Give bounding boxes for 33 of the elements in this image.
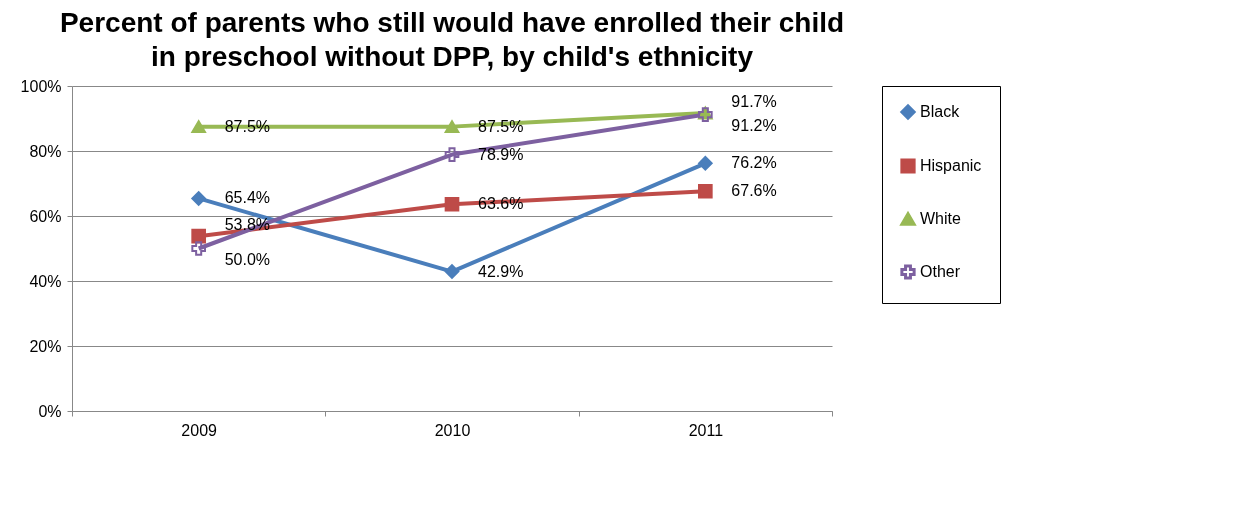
legend-label: Black bbox=[920, 103, 961, 120]
point bbox=[191, 191, 206, 206]
y-tick-label: 80% bbox=[29, 142, 62, 160]
legend-label: Other bbox=[920, 263, 961, 280]
y-tick-label: 40% bbox=[29, 272, 62, 290]
data-label: 42.9% bbox=[478, 262, 524, 280]
point bbox=[444, 120, 460, 134]
point bbox=[444, 264, 460, 279]
data-label: 87.5% bbox=[224, 117, 271, 135]
data-label: 78.9% bbox=[478, 145, 524, 163]
x-tick-label: 2009 bbox=[181, 421, 218, 439]
point bbox=[698, 156, 713, 171]
point bbox=[698, 183, 713, 199]
point bbox=[191, 241, 206, 256]
data-label: 76.2% bbox=[731, 154, 777, 172]
chart-title: Percent of parents who still would have enrolled their child in preschool without DPP, by child's ethnicity bbox=[59, 7, 845, 72]
data-label: 65.4% bbox=[224, 189, 271, 207]
data-label: 50.0% bbox=[224, 250, 271, 268]
point bbox=[191, 120, 206, 134]
point bbox=[444, 147, 460, 162]
y-tick-label: 0% bbox=[38, 402, 62, 420]
legend-label: Hispanic bbox=[920, 157, 982, 174]
y-tick-label: 20% bbox=[29, 337, 62, 355]
point bbox=[444, 196, 460, 212]
point bbox=[191, 228, 206, 244]
data-label: 67.6% bbox=[731, 182, 777, 200]
data-label: 91.2% bbox=[731, 116, 777, 134]
data-label: 91.7% bbox=[731, 92, 777, 110]
legend-label: White bbox=[920, 210, 961, 227]
x-tick-label: 2010 bbox=[434, 421, 471, 439]
y-tick-label: 100% bbox=[20, 77, 62, 95]
x-tick-label: 2011 bbox=[688, 421, 724, 439]
y-tick-label: 60% bbox=[29, 207, 62, 225]
